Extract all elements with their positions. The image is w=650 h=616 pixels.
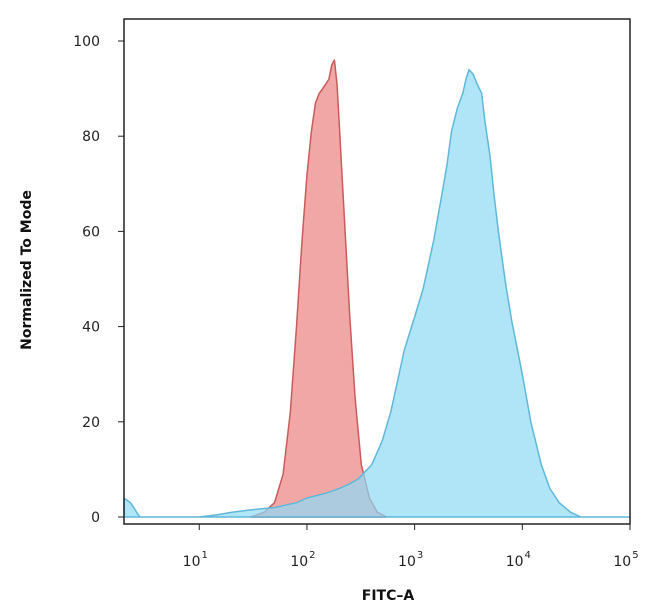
x-tick-label: 102: [290, 550, 315, 570]
histogram-series-2: [123, 68, 631, 518]
y-axis-title: Normalized To Mode: [19, 190, 35, 350]
y-tick-label: 60: [82, 224, 100, 240]
x-axis-title: FITC–A: [362, 588, 415, 604]
x-axis-ticks: 101 102 103 104 105: [183, 524, 639, 570]
y-tick-label: 100: [73, 34, 100, 50]
histogram-series-1: [249, 59, 388, 518]
histogram-series-layer: [123, 59, 631, 518]
x-tick-label: 103: [398, 550, 423, 570]
y-axis-ticks: 0 20 40 60 80 100: [73, 34, 124, 526]
y-tick-label: 40: [82, 320, 100, 336]
x-tick-label: 105: [613, 550, 638, 570]
x-tick-label: 101: [183, 550, 208, 570]
y-tick-label: 20: [82, 415, 100, 431]
x-tick-label: 104: [506, 550, 531, 570]
y-tick-label: 0: [91, 510, 100, 526]
plot-frame: [123, 18, 631, 525]
y-tick-label: 80: [82, 129, 100, 145]
